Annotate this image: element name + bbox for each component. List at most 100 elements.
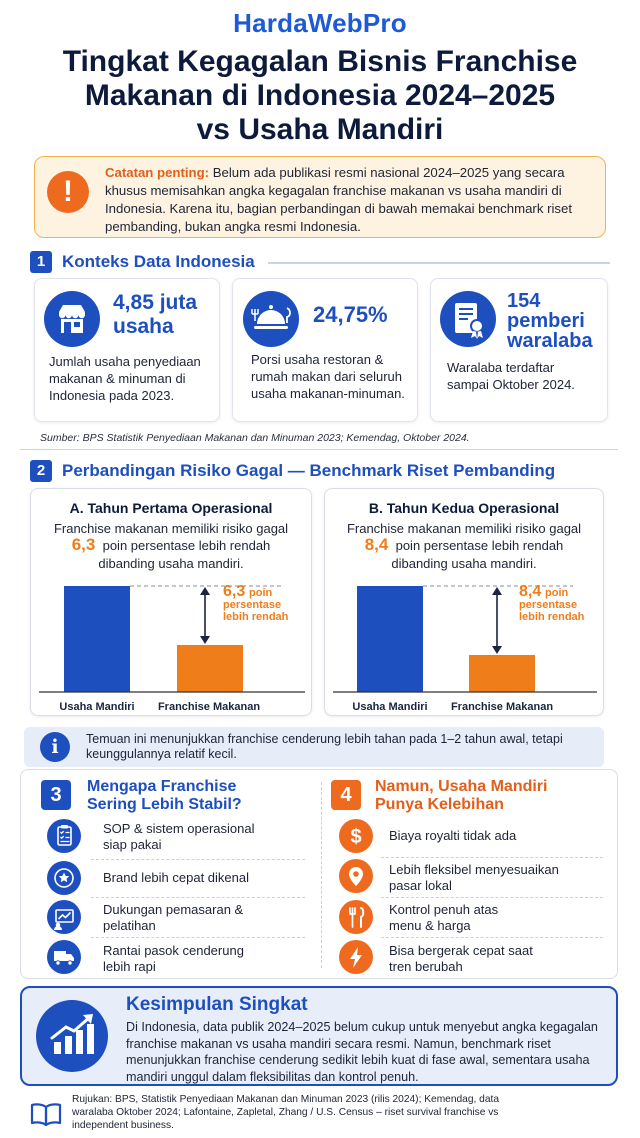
card-value-line1: 4,85 juta — [113, 291, 198, 314]
annotation-line3: lebih rendah — [519, 611, 585, 623]
finding-text: Temuan ini menunjukkan franchise cenderu… — [86, 732, 563, 761]
important-note: ! Catatan penting: Belum ada publikasi r… — [34, 156, 606, 238]
section-4-title-line1: Namun, Usaha Mandiri — [375, 778, 548, 795]
finding-callout: i Temuan ini menunjukkan franchise cende… — [24, 727, 604, 767]
panel-text-line3: dibanding usaha mandiri. — [391, 556, 537, 571]
dollar-icon: $ — [339, 819, 373, 853]
location-pin-icon — [339, 859, 373, 893]
item-text-line2: lebih rapi — [103, 959, 156, 974]
bar-usaha-mandiri — [64, 586, 130, 692]
panel-title: A. Tahun Pertama Operasional — [69, 500, 273, 516]
book-icon — [30, 1102, 62, 1131]
delivery-truck-icon — [47, 940, 81, 974]
annotation-line2: persentase — [223, 599, 281, 611]
card-value-line3: waralaba — [507, 330, 593, 352]
brand-name: HardaWebPro — [233, 8, 407, 38]
section-4-title-line2: Punya Kelebihan — [375, 796, 504, 813]
arrow-head-down — [492, 646, 502, 654]
conclusion-text: Di Indonesia, data publik 2024–2025 belu… — [126, 1020, 598, 1084]
item-separator — [91, 897, 305, 898]
info-icon: i — [40, 732, 70, 762]
growth-chart-icon — [36, 1000, 108, 1072]
x-tick-label: Franchise Makanan — [451, 701, 553, 713]
annotation-line3: lebih rendah — [223, 611, 289, 623]
stat-card-restaurant-share: 24,75% Porsi usaha restoran & rumah maka… — [232, 278, 418, 422]
card-value-line2: pemberi — [507, 310, 585, 332]
source-note: Sumber: BPS Statistik Penyediaan Makanan… — [40, 432, 470, 444]
section-4-number: 4 — [331, 780, 361, 810]
section-3-title-line2: Sering Lebih Stabil? — [87, 796, 242, 813]
x-tick-label: Usaha Mandiri — [352, 701, 427, 713]
annotation-line1: poin — [545, 587, 568, 599]
section-2-title: Perbandingan Risiko Gagal — Benchmark Ri… — [62, 461, 556, 480]
annotation-value: 8,4 — [519, 583, 541, 600]
section-1-number: 1 — [30, 251, 52, 273]
section-1-title: Konteks Data Indonesia — [62, 252, 255, 271]
card-value-line2: usaha — [113, 315, 174, 338]
item-text-line2: siap pakai — [103, 837, 162, 852]
checklist-icon — [47, 819, 81, 853]
panel-text-after: poin persentase lebih rendah — [102, 538, 271, 553]
certificate-icon — [440, 291, 496, 347]
star-badge-icon — [47, 861, 81, 895]
item-text-line1: Lebih fleksibel menyesuaikan — [389, 862, 559, 877]
section-3-number: 3 — [41, 780, 71, 810]
lightning-icon — [339, 940, 373, 974]
bar-chart-year-2: 8,4 poin persentase lebih rendah Usaha M… — [333, 583, 597, 713]
title-line-3: vs Usaha Mandiri — [196, 113, 444, 146]
reasons-panel: 3 Mengapa Franchise Sering Lebih Stabil?… — [20, 769, 618, 979]
highlight-value: 8,4 — [364, 535, 389, 554]
bar-usaha-mandiri — [357, 586, 423, 692]
panel-title: B. Tahun Kedua Operasional — [368, 500, 560, 516]
annotation-line1: poin — [249, 587, 272, 599]
section-2-number: 2 — [30, 460, 52, 482]
annotation-value: 6,3 — [223, 583, 245, 600]
item-text-line1: Brand lebih cepat dikenal — [103, 870, 249, 885]
card-description: Porsi usaha restoran & rumah makan dari … — [251, 352, 405, 401]
title-line-2: Makanan di Indonesia 2024–2025 — [84, 79, 556, 112]
panel-text-line2: 8,4 poin persentase lebih rendah — [325, 536, 603, 555]
arrow-head-down — [200, 636, 210, 644]
item-text-line1: SOP & sistem operasional — [103, 821, 255, 836]
stat-card-business-count: 4,85 juta usaha Jumlah usaha penyediaan … — [34, 278, 220, 422]
item-separator — [91, 859, 305, 860]
fork-knife-icon — [339, 900, 373, 934]
item-separator — [381, 857, 603, 858]
restaurant-cloche-icon — [243, 291, 299, 347]
item-text-line2: menu & harga — [389, 918, 471, 933]
section-divider — [20, 449, 618, 450]
column-divider — [321, 782, 322, 968]
storefront-icon — [44, 291, 100, 347]
arrow-head-up — [200, 587, 210, 595]
card-value-line1: 154 — [507, 290, 541, 312]
card-description: Jumlah usaha penyediaan makanan & minuma… — [49, 354, 201, 403]
item-text-line2: pelatihan — [103, 918, 156, 933]
benchmark-panel-year-1: A. Tahun Pertama Operasional Franchise m… — [30, 488, 312, 716]
item-text-line1: Bisa bergerak cepat saat — [389, 943, 533, 958]
references-text: Rujukan: BPS, Statistik Penyediaan Makan… — [72, 1094, 499, 1131]
item-text-line1: Rantai pasok cenderung — [103, 943, 244, 958]
highlight-value: 6,3 — [71, 535, 96, 554]
section-1-divider — [268, 262, 610, 264]
item-text-line1: Dukungan pemasaran & — [103, 902, 244, 917]
item-text-line1: Kontrol penuh atas — [389, 902, 499, 917]
item-separator — [381, 937, 603, 938]
x-tick-label: Usaha Mandiri — [59, 701, 134, 713]
panel-text-line1: Franchise makanan memiliki risiko gagal — [53, 521, 289, 536]
note-body: Belum ada publikasi resmi nasional 2024–… — [105, 165, 572, 234]
section-3-title-line1: Mengapa Franchise — [87, 778, 237, 795]
benchmark-panel-year-2: B. Tahun Kedua Operasional Franchise mak… — [324, 488, 604, 716]
item-separator — [381, 897, 603, 898]
note-lead: Catatan penting: — [105, 165, 210, 180]
note-text: Catatan penting: Belum ada publikasi res… — [105, 164, 599, 236]
x-tick-label: Franchise Makanan — [158, 701, 260, 713]
annotation-line2: persentase — [519, 599, 577, 611]
item-text-line1: Biaya royalti tidak ada — [389, 828, 517, 843]
title-line-1: Tingkat Kegagalan Bisnis Franchise — [62, 45, 578, 78]
conclusion-title: Kesimpulan Singkat — [126, 994, 308, 1015]
arrow-head-up — [492, 587, 502, 595]
exclamation-icon: ! — [47, 171, 89, 213]
bar-chart-year-1: 6,3 poin persentase lebih rendah Usaha M… — [39, 583, 305, 713]
card-description: Waralaba terdaftar sampai Oktober 2024. — [447, 360, 575, 392]
marketing-chart-icon — [47, 900, 81, 934]
